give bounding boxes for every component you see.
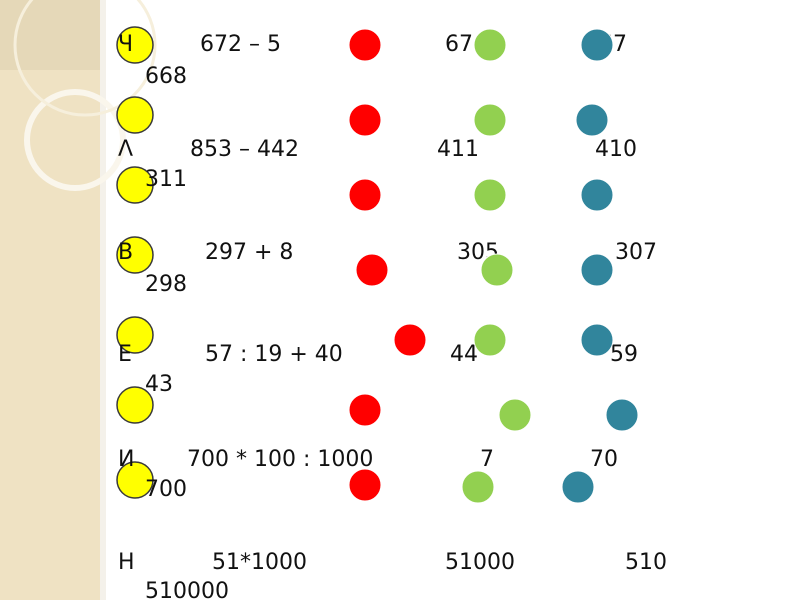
letter: И xyxy=(118,447,134,472)
expression: 57 : 19 + 40 xyxy=(205,342,343,367)
answer-circle xyxy=(480,253,514,287)
answer: 70 xyxy=(590,447,618,472)
answer-circle xyxy=(580,28,614,62)
expression: 853 – 442 xyxy=(190,137,299,162)
answer-circle xyxy=(393,323,427,357)
answer: 44 xyxy=(450,342,478,367)
answer: 307 xyxy=(615,240,657,265)
expression: 297 + 8 xyxy=(205,240,293,265)
letter: Ч xyxy=(118,32,133,57)
yellow-circle xyxy=(116,461,154,499)
answer-circle xyxy=(355,253,389,287)
side-edge xyxy=(100,0,106,600)
answer: 7 xyxy=(480,447,494,472)
yellow-circle xyxy=(116,166,154,204)
answer: 411 xyxy=(437,137,479,162)
answer-circle xyxy=(561,470,595,504)
answer: 43 xyxy=(145,372,173,397)
ring xyxy=(13,0,157,117)
answer: 700 xyxy=(145,477,187,502)
letter: Λ xyxy=(118,137,133,162)
expression: 700 * 100 : 1000 xyxy=(187,447,373,472)
yellow-circle xyxy=(116,316,154,354)
answer: 298 xyxy=(145,272,187,297)
side-decoration xyxy=(0,0,157,600)
answer: 510 xyxy=(625,550,667,575)
yellow-circle xyxy=(116,26,154,64)
answer-circle xyxy=(473,178,507,212)
answer-circle xyxy=(461,470,495,504)
answer-circle xyxy=(580,253,614,287)
ring xyxy=(24,89,126,191)
yellow-circle xyxy=(116,236,154,274)
answer-circle xyxy=(348,28,382,62)
answer: 311 xyxy=(145,167,187,192)
answer-circle xyxy=(348,468,382,502)
answer: 510000 xyxy=(145,579,229,600)
letter: Н xyxy=(118,550,135,575)
answer-circle xyxy=(348,393,382,427)
answer-circle xyxy=(348,178,382,212)
yellow-circle xyxy=(116,386,154,424)
answer-circle xyxy=(348,103,382,137)
letter: Е xyxy=(118,342,132,367)
expression: 51*1000 xyxy=(212,550,307,575)
answer: 51000 xyxy=(445,550,515,575)
answer-circle xyxy=(498,398,532,432)
yellow-markers xyxy=(116,26,154,499)
answer-circle xyxy=(575,103,609,137)
letter: В xyxy=(118,240,133,265)
answer: 668 xyxy=(145,64,187,89)
answer-markers xyxy=(348,28,639,504)
answer: 67 xyxy=(445,32,473,57)
answer: 59 xyxy=(610,342,638,367)
answer-circle xyxy=(473,103,507,137)
answer-circle xyxy=(473,323,507,357)
answer-circle xyxy=(605,398,639,432)
answer-circle xyxy=(473,28,507,62)
answer-circle xyxy=(580,178,614,212)
yellow-circle xyxy=(116,96,154,134)
answer: 410 xyxy=(595,137,637,162)
answer-circle xyxy=(580,323,614,357)
expression: 672 – 5 xyxy=(200,32,281,57)
